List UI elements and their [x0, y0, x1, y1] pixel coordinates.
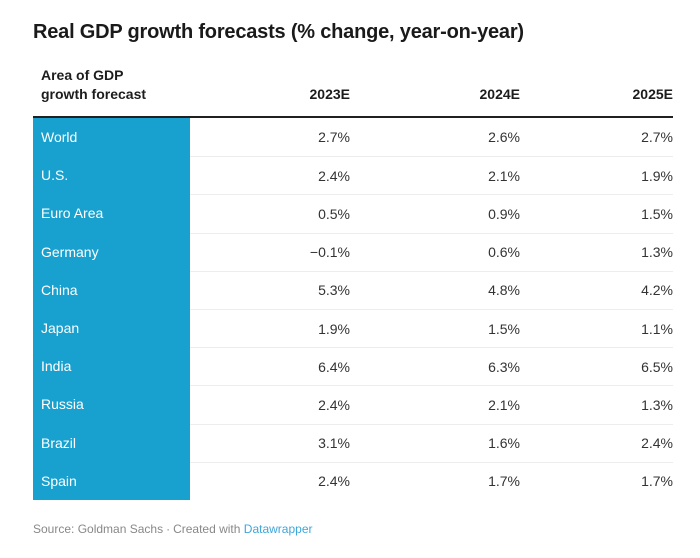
row-label: Japan [33, 308, 190, 348]
row-label: Spain [33, 461, 190, 500]
cell-2023e: 2.4% [190, 461, 350, 500]
gdp-forecast-table: Area of GDP growth forecast 2023E 2024E … [33, 66, 673, 500]
cell-2025e: 1.7% [520, 461, 673, 500]
table-row-japan: Japan 1.9% 1.5% 1.1% [33, 308, 673, 348]
cell-2025e: 6.5% [520, 347, 673, 385]
table-row-germany: Germany −0.1% 0.6% 1.3% [33, 232, 673, 271]
cell-2024e: 1.7% [350, 461, 520, 500]
footer: Source: Goldman Sachs · Created with Dataw… [33, 522, 673, 536]
row-label: Germany [33, 232, 190, 271]
cell-2024e: 2.6% [488, 129, 520, 146]
table-row-brazil: Brazil 3.1% 1.6% 2.4% [33, 423, 673, 462]
table-body: World 2.7% 2.6% 2.7% U.S. 2.4% 2.1% 1.9%… [33, 118, 673, 500]
cell-2024e: 0.9% [350, 194, 520, 232]
row-label: Brazil [33, 423, 190, 462]
cell-2025e: 4.2% [520, 270, 673, 309]
cell-2024e: 6.3% [350, 347, 520, 385]
cell-2023e: 3.1% [190, 423, 350, 462]
table-row-russia: Russia 2.4% 2.1% 1.3% [33, 385, 673, 424]
cell-2023e: 6.4% [190, 347, 350, 385]
cell-2024e: 4.8% [350, 270, 520, 309]
cell-2023e: 2.4% [190, 156, 350, 194]
table-row-india: India 6.4% 6.3% 6.5% [33, 347, 673, 386]
column-header-2025e: 2025E [632, 86, 673, 102]
cell-2024e: 1.5% [350, 308, 520, 347]
chart-title: Real GDP growth forecasts (% change, yea… [33, 21, 524, 43]
chart-container: Real GDP growth forecasts (% change, yea… [33, 19, 673, 536]
created-with-text: Created with [173, 521, 241, 536]
cell-2024e: 2.1% [350, 385, 520, 423]
table-header-row: Area of GDP growth forecast 2023E 2024E … [33, 66, 673, 118]
cell-2025e: 1.3% [520, 385, 673, 423]
row-label: Russia [33, 385, 190, 424]
cell-2025e: 1.9% [520, 156, 673, 194]
row-label: India [33, 347, 190, 386]
cell-2023e: 5.3% [190, 270, 350, 309]
cell-2025e: 1.1% [520, 308, 673, 347]
row-label: U.S. [33, 156, 190, 195]
row-label: China [33, 270, 190, 309]
table-row-us: U.S. 2.4% 2.1% 1.9% [33, 156, 673, 195]
row-label: World [33, 118, 190, 157]
cell-2023e: 2.4% [190, 385, 350, 423]
table-row-euro-area: Euro Area 0.5% 0.9% 1.5% [33, 194, 673, 233]
cell-2023e: −0.1% [190, 232, 350, 271]
column-header-2024e: 2024E [479, 86, 520, 102]
table-row-world: World 2.7% 2.6% 2.7% [33, 118, 673, 157]
datawrapper-link[interactable]: Datawrapper [243, 521, 313, 536]
table-row-china: China 5.3% 4.8% 4.2% [33, 270, 673, 309]
cell-2025e: 2.4% [520, 423, 673, 462]
table-row-spain: Spain 2.4% 1.7% 1.7% [33, 461, 673, 500]
cell-2023e: 0.5% [190, 194, 350, 232]
cell-2023e: 1.9% [190, 308, 350, 347]
cell-2024e: 1.6% [350, 423, 520, 462]
cell-2025e: 2.7% [641, 129, 673, 146]
cell-2024e: 0.6% [350, 232, 520, 271]
column-header-2023e: 2023E [309, 86, 350, 102]
cell-2025e: 1.3% [520, 232, 673, 271]
cell-2024e: 2.1% [350, 156, 520, 194]
column-header-area: Area of GDP growth forecast [41, 67, 147, 102]
cell-2023e: 2.7% [318, 129, 350, 146]
row-label: Euro Area [33, 194, 190, 233]
footer-separator: · [166, 521, 171, 536]
source-text: Source: Goldman Sachs [33, 521, 164, 536]
cell-2025e: 1.5% [520, 194, 673, 232]
